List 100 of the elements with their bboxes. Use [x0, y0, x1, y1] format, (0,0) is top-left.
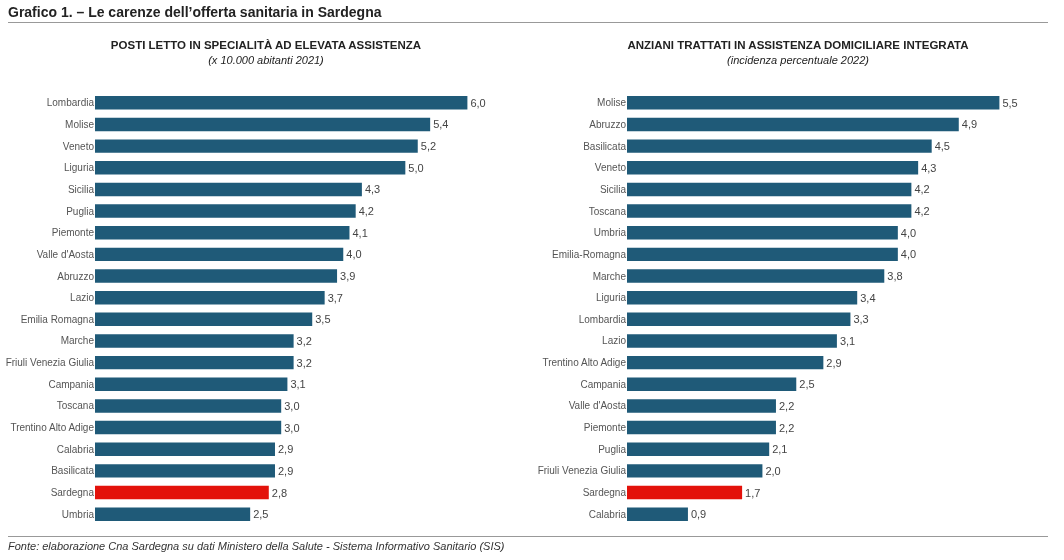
y-tick-label: Piemonte [51, 227, 95, 239]
data-label: 3,8 [887, 270, 903, 283]
y-tick-label: Campania [580, 378, 627, 390]
chart-title: POSTI LETTO IN SPECIALITÀ AD ELEVATA ASSISTENZA [110, 38, 422, 51]
data-label: 4,3 [921, 161, 937, 174]
bar [95, 204, 356, 218]
data-label: 5,0 [408, 161, 424, 174]
y-tick-label: Valle d'Aosta [568, 400, 627, 412]
data-label: 4,0 [900, 248, 917, 261]
y-tick-label: Liguria [595, 292, 627, 304]
data-label: 2,5 [799, 378, 815, 391]
y-tick-label: Calabria [588, 508, 627, 520]
bar [627, 247, 898, 262]
y-tick-label: Friuli Venezia Giulia [5, 357, 95, 369]
y-tick-label: Basilicata [583, 140, 627, 152]
bar [95, 161, 406, 175]
y-tick-label: Valle d'Aosta [36, 248, 95, 260]
y-tick-label: Umbria [593, 227, 627, 239]
bar [627, 204, 912, 218]
y-tick-label: Trentino Alto Adige [10, 422, 95, 434]
y-tick-label: Liguria [63, 162, 95, 174]
y-tick-label: Emilia Romagna [20, 313, 95, 325]
data-label: 0,9 [690, 508, 707, 521]
data-label: 2,9 [277, 443, 294, 456]
data-label: 5,5 [1002, 96, 1018, 109]
bar [627, 399, 776, 413]
data-label: 3,1 [290, 378, 306, 391]
bar [627, 96, 1000, 110]
data-label: 4,2 [914, 183, 930, 196]
bar [627, 226, 898, 240]
data-label: 3,9 [340, 270, 356, 283]
bar [627, 312, 851, 327]
bar [627, 442, 770, 456]
y-tick-label: Sardegna [50, 487, 95, 499]
bar [627, 485, 743, 500]
y-tick-label: Sicilia [599, 183, 627, 195]
data-label: 4,2 [914, 205, 930, 218]
data-label: 2,2 [778, 399, 795, 412]
bar [627, 117, 959, 132]
data-label: 4,0 [900, 226, 917, 239]
y-tick-label: Piemonte [583, 422, 627, 434]
bar [95, 269, 338, 283]
bar [627, 334, 837, 348]
bar [95, 399, 282, 413]
data-label: 2,0 [765, 464, 781, 477]
bar [95, 247, 344, 262]
data-label: 3,2 [296, 356, 312, 369]
data-label: 4,0 [346, 248, 362, 261]
data-label: 4,1 [352, 226, 368, 239]
bar [95, 334, 294, 348]
bar [95, 96, 468, 110]
data-label: 6,0 [470, 96, 486, 109]
data-label: 4,3 [364, 183, 381, 196]
data-label: 4,9 [961, 118, 978, 131]
bar [627, 161, 919, 175]
y-tick-label: Campania [48, 378, 95, 390]
bar [95, 485, 269, 500]
bar [95, 226, 350, 240]
y-tick-label: Basilicata [51, 465, 95, 477]
y-tick-label: Sicilia [67, 183, 95, 195]
data-label: 3,0 [284, 399, 300, 412]
data-label: 1,7 [745, 486, 761, 499]
y-tick-label: Lazio [602, 335, 627, 347]
bar [627, 290, 858, 305]
data-label: 2,1 [772, 443, 788, 456]
bar [95, 290, 325, 305]
bar [95, 182, 362, 197]
data-label: 2,2 [778, 421, 795, 434]
data-label: 2,5 [253, 508, 269, 521]
data-label: 3,1 [839, 334, 856, 347]
y-tick-label: Abruzzo [57, 270, 95, 282]
y-tick-label: Abruzzo [589, 118, 627, 130]
bar [627, 464, 763, 478]
data-label: 5,2 [420, 140, 437, 153]
bar [95, 420, 282, 435]
y-tick-label: Lombardia [578, 313, 627, 325]
bar [627, 139, 932, 153]
y-tick-label: Trentino Alto Adige [542, 357, 627, 369]
bar [627, 355, 824, 370]
data-label: 3,5 [315, 313, 331, 326]
y-tick-label: Toscana [588, 205, 627, 217]
y-tick-label: Lazio [70, 292, 95, 304]
chart-subtitle: (incidenza percentuale 2022) [727, 53, 870, 66]
data-label: 3,7 [327, 291, 343, 304]
bar [95, 139, 418, 153]
y-tick-label: Marche [60, 335, 95, 347]
y-tick-label: Emilia-Romagna [552, 248, 627, 260]
text: Grafico 1. – Le carenze dell’offerta sanitaria in Sardegna [8, 4, 1048, 23]
data-label: 3,0 [284, 421, 300, 434]
data-label: 4,5 [934, 140, 950, 153]
bar [627, 420, 776, 435]
chart-title: ANZIANI TRATTATI IN ASSISTENZA DOMICILIARE INTEGRATA [627, 38, 969, 51]
bar [627, 377, 797, 391]
y-tick-label: Calabria [56, 443, 95, 455]
y-tick-label: Lombardia [46, 97, 95, 109]
bar [627, 182, 912, 197]
y-tick-label: Molise [65, 118, 95, 130]
y-tick-label: Molise [597, 97, 627, 109]
data-label: 3,2 [296, 334, 312, 347]
chart-subtitle: (x 10.000 abitanti 2021) [208, 53, 325, 66]
